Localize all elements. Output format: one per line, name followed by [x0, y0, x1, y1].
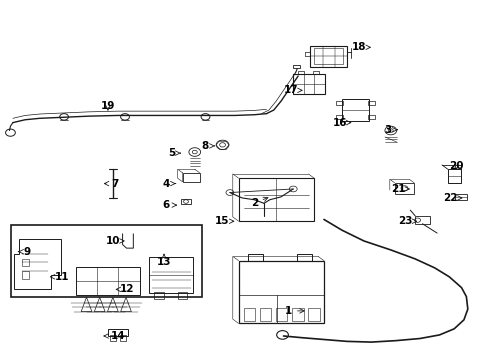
Text: 15: 15 [215, 216, 233, 226]
Bar [11, 225, 201, 297]
Bar [367, 101, 374, 105]
Text: 2: 2 [250, 197, 267, 208]
Text: 4: 4 [163, 179, 175, 189]
Text: 22: 22 [443, 193, 461, 203]
Text: 9: 9 [19, 247, 31, 257]
Bar [314, 48, 342, 64]
Text: 6: 6 [163, 200, 176, 210]
Bar [248, 253, 263, 261]
Bar [76, 267, 140, 296]
Text: 14: 14 [104, 331, 125, 341]
Bar [293, 65, 300, 68]
Text: 13: 13 [157, 254, 171, 267]
Bar [110, 335, 116, 341]
Bar [149, 257, 193, 293]
Text: 1: 1 [284, 306, 304, 316]
Bar [414, 216, 429, 224]
Bar [108, 329, 128, 336]
Bar [238, 261, 324, 323]
Bar [21, 271, 29, 279]
Text: 11: 11 [50, 272, 69, 282]
Bar [259, 308, 271, 320]
Text: 5: 5 [167, 148, 180, 158]
Bar [154, 292, 163, 300]
Text: 10: 10 [105, 236, 124, 246]
Text: 8: 8 [202, 141, 214, 151]
Bar [238, 178, 314, 221]
Bar [182, 173, 199, 182]
Bar [120, 335, 126, 341]
Text: 19: 19 [101, 102, 115, 112]
Bar [312, 71, 318, 74]
Bar [181, 199, 190, 204]
Bar [21, 259, 29, 266]
Text: 16: 16 [332, 118, 350, 128]
Bar [394, 183, 413, 194]
Text: 12: 12 [116, 284, 135, 294]
Bar [310, 45, 346, 67]
Bar [177, 292, 187, 300]
Text: 21: 21 [390, 184, 408, 194]
Bar [293, 74, 325, 94]
Bar [447, 169, 461, 183]
Bar [307, 308, 319, 320]
Text: 17: 17 [283, 85, 302, 95]
Text: 18: 18 [351, 42, 369, 52]
Text: 3: 3 [384, 125, 397, 135]
Bar [243, 308, 255, 320]
Text: 20: 20 [448, 161, 463, 171]
Bar [454, 194, 467, 200]
Text: 23: 23 [397, 216, 416, 226]
Bar [335, 101, 342, 105]
Bar [275, 308, 287, 320]
Bar [297, 253, 311, 261]
Bar [335, 116, 342, 119]
Bar [341, 99, 368, 121]
Bar [298, 71, 304, 74]
Bar [291, 308, 303, 320]
Bar [367, 116, 374, 119]
Text: 7: 7 [104, 179, 119, 189]
